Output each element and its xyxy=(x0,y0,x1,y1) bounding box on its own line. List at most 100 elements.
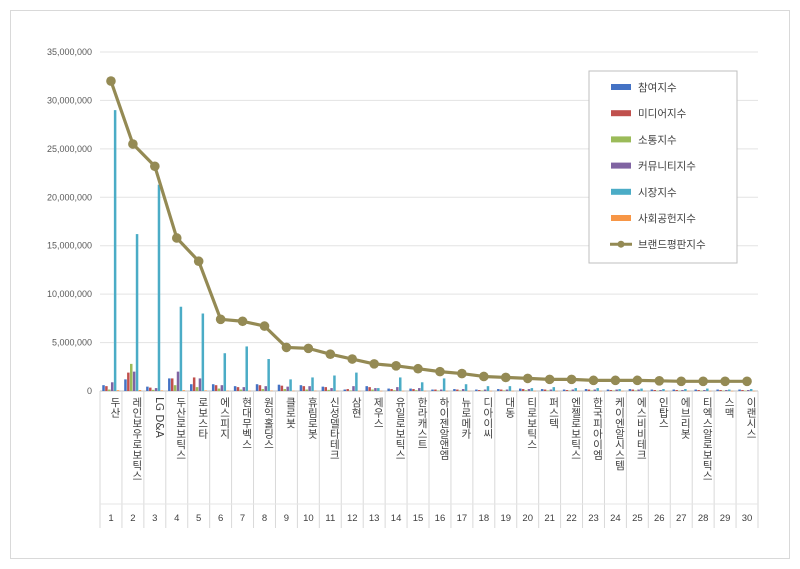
line-point xyxy=(544,374,555,385)
rank-number: 18 xyxy=(479,513,490,524)
bar xyxy=(358,390,361,392)
bar xyxy=(459,390,462,391)
bar xyxy=(157,184,161,391)
line-point xyxy=(435,366,445,377)
bar xyxy=(214,385,218,391)
bar xyxy=(628,389,632,391)
line-point xyxy=(237,316,248,327)
bar xyxy=(261,389,265,391)
bar xyxy=(722,390,725,392)
x-category-label: 한국피아이엠 xyxy=(592,397,604,460)
bar xyxy=(521,389,525,391)
bar xyxy=(540,389,544,391)
bar xyxy=(590,390,594,391)
bar xyxy=(390,389,393,391)
bar xyxy=(130,363,133,391)
rank-number: 1 xyxy=(108,513,113,524)
bar xyxy=(371,389,374,391)
line-point xyxy=(632,375,643,386)
bar xyxy=(305,389,308,391)
bar xyxy=(747,390,750,391)
bar xyxy=(524,390,528,391)
rank-number: 25 xyxy=(632,513,643,524)
bar xyxy=(596,388,599,391)
bar xyxy=(593,389,596,391)
bar xyxy=(678,390,681,392)
bar xyxy=(483,389,487,391)
bar xyxy=(634,390,637,391)
bar xyxy=(738,389,741,391)
legend-swatch xyxy=(611,162,631,169)
x-category-label: 엔젤로보틱스 xyxy=(570,397,582,460)
line-point xyxy=(281,342,292,353)
bar xyxy=(233,386,237,391)
bar xyxy=(242,387,246,391)
rank-number: 2 xyxy=(130,513,135,524)
bar xyxy=(355,372,358,391)
rank-number: 30 xyxy=(742,513,753,524)
rank-number: 11 xyxy=(325,513,335,524)
x-category-label: 현대무벡스 xyxy=(241,397,253,450)
bar xyxy=(703,390,706,391)
bar xyxy=(574,388,577,391)
bar xyxy=(486,386,490,391)
y-axis: 0 5,000,000 10,000,000 15,000,000 20,000,000… xyxy=(47,47,92,396)
legend-swatch xyxy=(611,84,631,90)
bar xyxy=(377,388,380,391)
bar xyxy=(399,377,402,391)
legend-entry-label: 커뮤니티지수 xyxy=(638,161,696,173)
legend-entry-label: 미디어지수 xyxy=(638,108,687,120)
bar xyxy=(552,387,556,391)
y-tick-label: 35,000,000 xyxy=(47,47,92,57)
bar xyxy=(168,378,171,391)
bar xyxy=(643,390,646,392)
bar xyxy=(420,382,424,391)
x-category-label: 두산로보틱스 xyxy=(175,397,187,460)
legend-entry-label: 참여지수 xyxy=(638,82,677,94)
bar xyxy=(245,346,248,391)
bar xyxy=(461,389,465,391)
line-point xyxy=(193,256,204,267)
bar xyxy=(562,389,566,391)
bar xyxy=(220,385,224,391)
bar xyxy=(418,388,421,391)
bar xyxy=(728,389,731,391)
line-point xyxy=(698,376,708,387)
bar xyxy=(499,389,503,391)
bar xyxy=(352,386,355,391)
bar xyxy=(179,306,183,391)
bar xyxy=(258,385,262,391)
bar xyxy=(286,386,289,391)
x-category-label: 에스비비테크 xyxy=(635,397,647,460)
y-tick-label: 20,000,000 xyxy=(47,192,92,202)
bar xyxy=(505,389,509,391)
line-point xyxy=(150,161,160,172)
x-category-label: 티로보틱스 xyxy=(526,397,538,450)
bar xyxy=(637,389,640,391)
bar xyxy=(546,390,550,391)
bars xyxy=(102,110,756,392)
bar xyxy=(292,390,295,392)
bar xyxy=(170,378,174,391)
bar xyxy=(236,387,240,391)
bar xyxy=(283,389,287,391)
rank-number: 6 xyxy=(218,513,223,524)
legend-swatch xyxy=(611,110,631,117)
rank-number: 22 xyxy=(566,513,577,524)
bar xyxy=(149,387,152,391)
bar xyxy=(176,371,180,391)
y-tick-label: 10,000,000 xyxy=(47,289,92,299)
x-category-label: 삼현 xyxy=(350,397,362,418)
line-point xyxy=(303,343,314,354)
x-category-label: 원익홀딩스 xyxy=(263,397,275,450)
bar xyxy=(653,390,656,391)
bar xyxy=(192,377,196,391)
bar xyxy=(349,390,352,391)
bar xyxy=(725,390,728,391)
y-tick-label: 0 xyxy=(87,386,92,396)
rank-number: 13 xyxy=(369,513,380,524)
bar xyxy=(439,389,443,391)
bar xyxy=(577,390,580,392)
y-tick-label: 5,000,000 xyxy=(52,338,92,348)
